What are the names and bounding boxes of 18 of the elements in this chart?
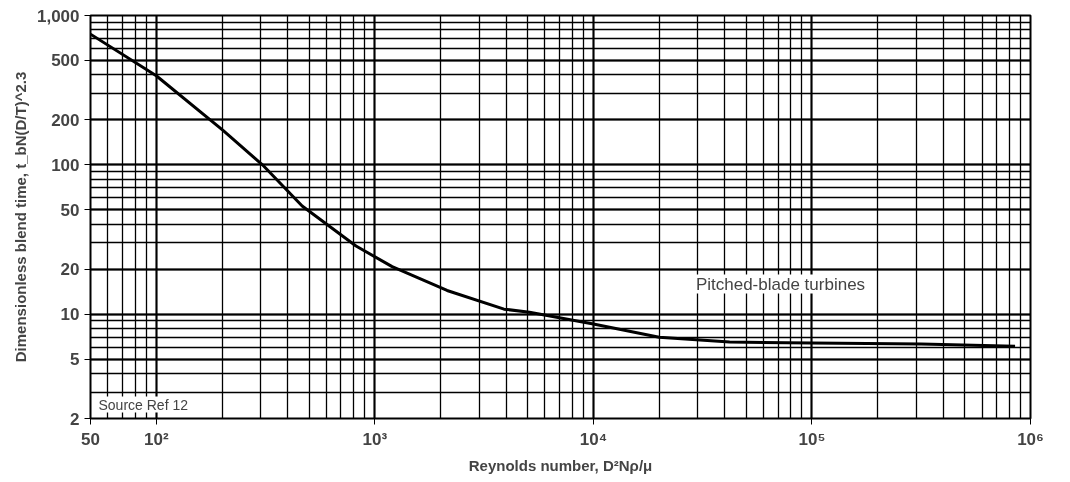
y-tick-label: 20 — [60, 260, 80, 280]
y-axis-title: Dimensionless blend time, t_bN(D/T)^2.3 — [11, 71, 29, 363]
y-tick-label: 500 — [51, 51, 80, 71]
x-tick-label: 10⁵ — [798, 429, 826, 449]
y-tick-label: 10 — [60, 305, 80, 325]
y-tick-label: 5 — [70, 350, 80, 370]
y-tick-label: 1,000 — [36, 6, 80, 26]
x-tick-label: 10⁴ — [579, 429, 608, 449]
x-tick-label: 10² — [144, 429, 169, 449]
y-tick-label: 200 — [51, 110, 80, 130]
y-tick-label: 50 — [60, 200, 80, 220]
annotation: Source Ref 12 — [98, 396, 189, 413]
annotation: Pitched-blade turbines — [695, 274, 866, 294]
x-tick-label: 10³ — [362, 429, 388, 449]
x-tick-label: 10⁶ — [1017, 429, 1044, 449]
y-tick-label: 2 — [70, 409, 80, 429]
x-axis-title: Reynolds number, D²Nρ/μ — [468, 456, 653, 474]
y-tick-label: 100 — [51, 155, 80, 175]
